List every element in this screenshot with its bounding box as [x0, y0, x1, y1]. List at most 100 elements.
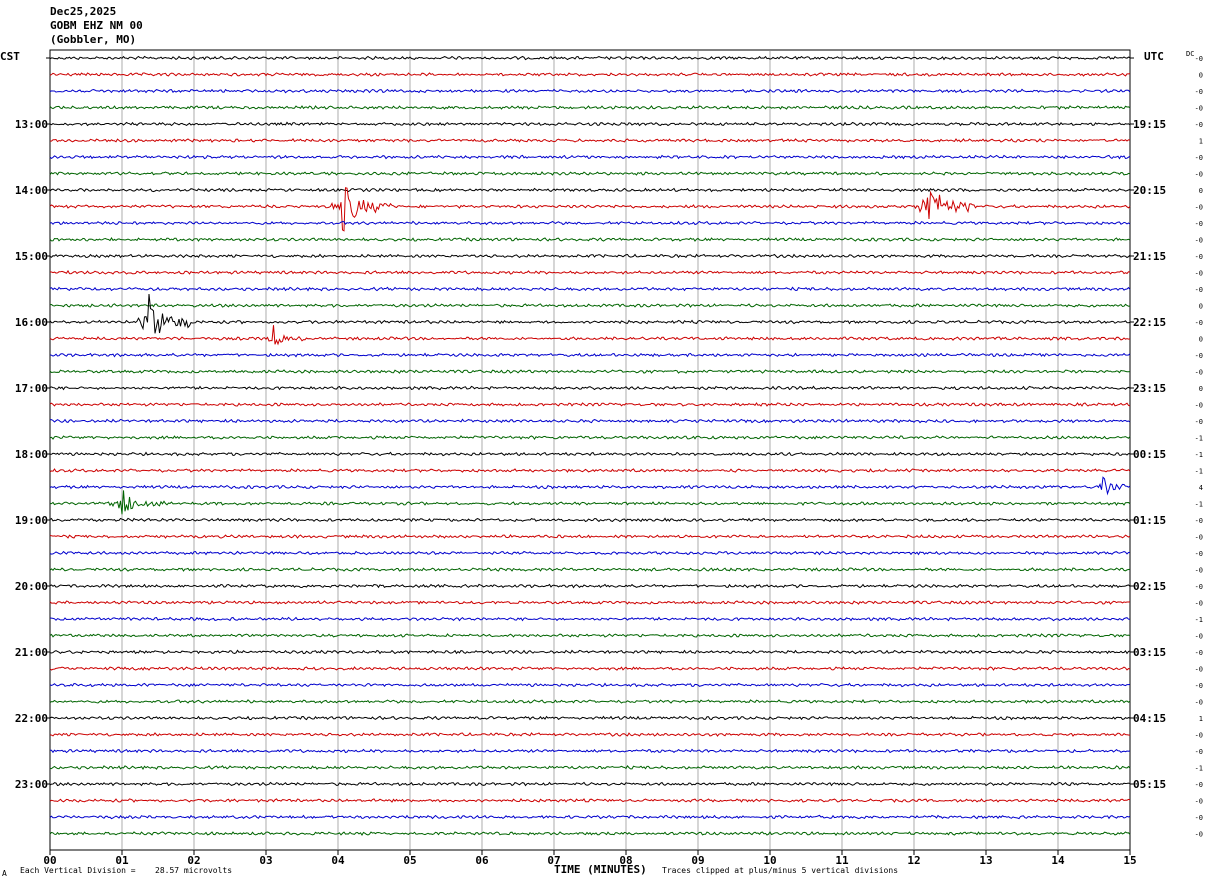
trace-line: [49, 55, 1131, 61]
left-time-label: 19:00: [15, 514, 48, 527]
x-tick-label: 09: [691, 854, 704, 867]
dc-offset-label: 0: [1199, 336, 1203, 344]
trace-line: [49, 402, 1131, 407]
left-time-label: 22:00: [15, 712, 48, 725]
right-time-label: 19:15: [1133, 118, 1166, 131]
trace-line: [49, 583, 1131, 589]
dc-offset-label: -0: [1195, 270, 1203, 278]
x-tick-label: 06: [475, 854, 489, 867]
x-tick-label: 01: [115, 854, 129, 867]
x-tick-label: 10: [763, 854, 776, 867]
dc-offset-label: 4: [1199, 484, 1203, 492]
trace-line: [49, 517, 1131, 523]
trace-line: [49, 649, 1131, 655]
x-tick-label: 04: [331, 854, 345, 867]
dc-offset-label: -0: [1195, 402, 1203, 410]
right-time-label: 01:15: [1133, 514, 1166, 527]
trace-line: [49, 286, 1131, 292]
trace-line: [49, 831, 1131, 836]
trace-line: [49, 765, 1131, 770]
trace-line: [49, 699, 1131, 704]
trace-line: [49, 253, 1131, 259]
plot-date: Dec25,2025: [50, 5, 117, 18]
clip-note: Traces clipped at plus/minus 5 vertical …: [662, 866, 899, 875]
trace-line: [49, 105, 1131, 110]
trace-line: [49, 88, 1131, 94]
trace-line: [49, 220, 1131, 226]
left-time-label: 16:00: [15, 316, 48, 329]
dc-offset-label: -0: [1195, 798, 1203, 806]
station-code: GOBM EHZ NM 00: [50, 19, 143, 32]
dc-offset-label: -0: [1195, 204, 1203, 212]
trace-line: [49, 352, 1131, 358]
dc-offset-label: -0: [1195, 600, 1203, 608]
right-time-label: 21:15: [1133, 250, 1166, 263]
dc-offset-label: 0: [1199, 385, 1203, 393]
right-time-label: 05:15: [1133, 778, 1166, 791]
trace-line: [49, 666, 1131, 671]
dc-offset-label: -0: [1195, 534, 1203, 542]
trace-line: [49, 732, 1131, 737]
right-timezone-label: UTC: [1144, 50, 1164, 63]
trace-line: [49, 814, 1131, 820]
corner-mark: A: [2, 869, 7, 878]
x-tick-label: 12: [907, 854, 920, 867]
dc-offset-label: -0: [1195, 237, 1203, 245]
dc-offset-label: -1: [1195, 765, 1203, 773]
trace-line: [49, 616, 1131, 622]
trace-line: [49, 418, 1131, 424]
right-time-label: 04:15: [1133, 712, 1166, 725]
trace-line: [49, 468, 1131, 473]
trace-line: [49, 435, 1131, 441]
dc-offset-label: -0: [1195, 732, 1203, 740]
dc-offset-label: -0: [1195, 633, 1203, 641]
plot-frame: [49, 49, 1131, 851]
x-axis-title: TIME (MINUTES): [554, 863, 647, 876]
trace-line: [49, 171, 1131, 176]
dc-offset-label: -0: [1195, 666, 1203, 674]
dc-offset-label: -0: [1195, 550, 1203, 558]
left-timezone-label: CST: [0, 50, 20, 63]
trace-line: [49, 293, 1131, 334]
left-time-label: 15:00: [15, 250, 48, 263]
dc-offset-label: -0: [1195, 682, 1203, 690]
vertical-division-value: 28.57 microvolts: [155, 866, 233, 875]
dc-offset-label: -0: [1195, 418, 1203, 426]
dc-offset-label: -0: [1195, 814, 1203, 822]
trace-line: [49, 567, 1131, 572]
dc-offset-label: -0: [1195, 121, 1203, 129]
x-tick-label: 02: [187, 854, 200, 867]
trace-line: [49, 187, 1131, 232]
dc-offset-label: 1: [1199, 715, 1203, 723]
dc-offset-label: -0: [1195, 55, 1203, 63]
dc-offset-label: -0: [1195, 781, 1203, 789]
trace-line: [49, 325, 1131, 346]
right-time-label: 03:15: [1133, 646, 1166, 659]
x-tick-label: 13: [979, 854, 992, 867]
dc-offset-label: -0: [1195, 286, 1203, 294]
dc-offset-label: -0: [1195, 105, 1203, 113]
trace-line: [50, 748, 1131, 754]
dc-offset-label: 0: [1199, 303, 1203, 311]
right-time-label: 02:15: [1133, 580, 1166, 593]
dc-offset-label: 1: [1199, 138, 1203, 146]
dc-offset-label: -0: [1195, 220, 1203, 228]
dc-offset-label: -1: [1195, 616, 1203, 624]
trace-line: [49, 715, 1131, 721]
trace-line: [49, 154, 1131, 160]
trace-line: [49, 187, 1131, 193]
dc-offset-label: -1: [1195, 468, 1203, 476]
trace-line: [49, 369, 1131, 374]
trace-line: [49, 550, 1131, 556]
trace-line: [49, 600, 1131, 605]
x-tick-label: 00: [43, 854, 56, 867]
dc-offset-label: -0: [1195, 154, 1203, 162]
left-time-label: 17:00: [15, 382, 48, 395]
dc-label: DC: [1186, 50, 1195, 58]
trace-line: [49, 237, 1131, 242]
trace-line: [49, 121, 1131, 127]
trace-line: [49, 138, 1131, 143]
trace-line: [49, 534, 1131, 539]
station-location: (Gobbler, MO): [50, 33, 137, 46]
